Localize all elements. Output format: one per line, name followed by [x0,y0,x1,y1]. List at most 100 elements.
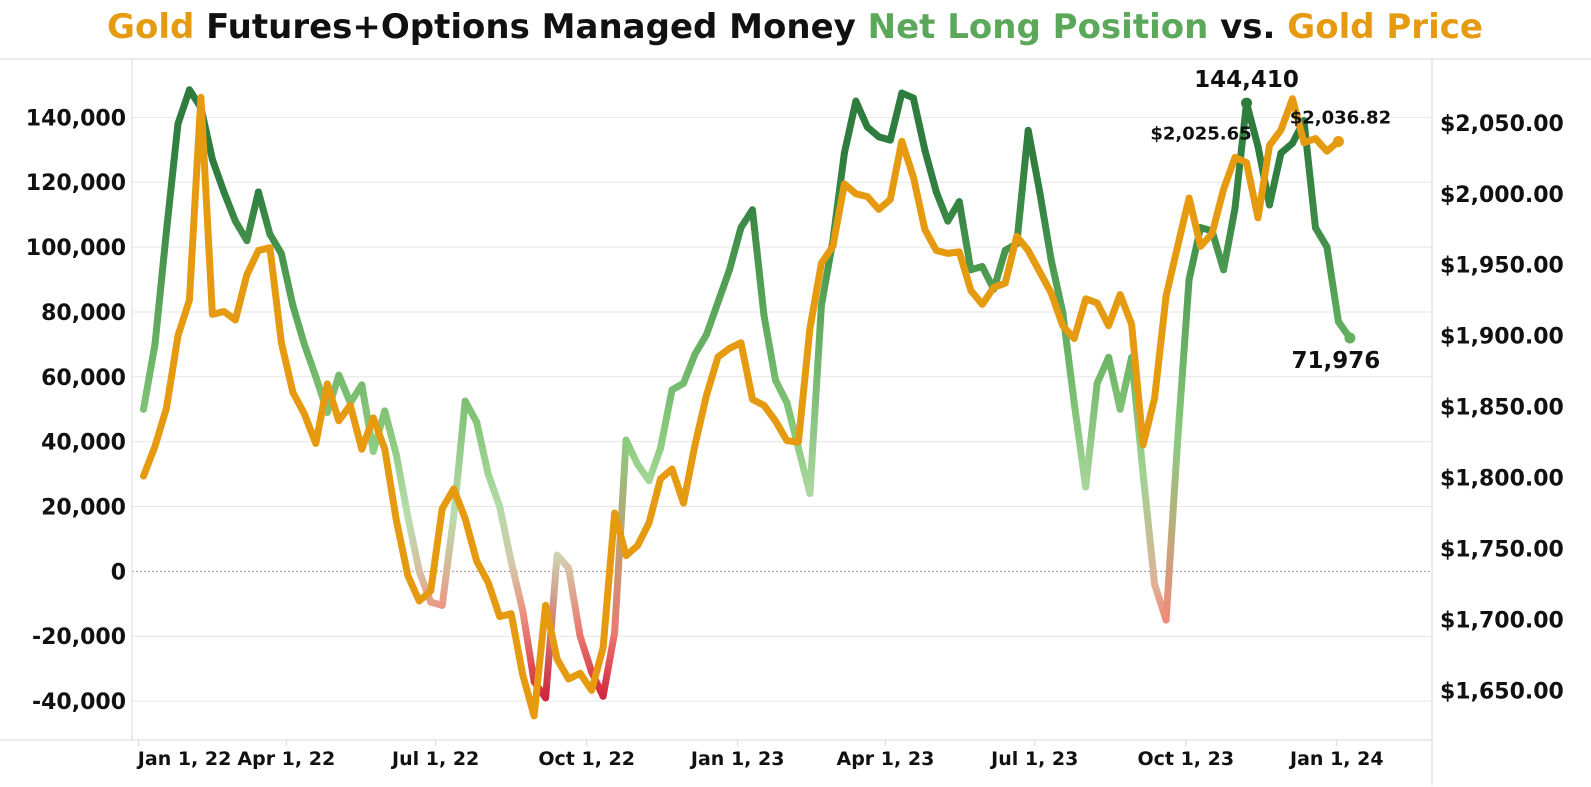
net-long-start-marker [139,405,147,413]
net-long-segment [657,386,676,452]
right-tick-label: $1,950.00 [1440,254,1564,279]
net-long-segment [771,376,791,407]
net-long-segment [208,156,228,196]
net-long-segment [909,94,929,154]
right-tick-label: $1,800.00 [1440,467,1564,492]
right-tick-label: $1,850.00 [1440,396,1564,421]
net-long-segment [1243,99,1262,151]
net-long-segment [990,246,1009,293]
net-long-segment [565,564,584,640]
net-long-segment [243,188,262,245]
net-long-segment [932,188,952,225]
title-gold: Gold [107,7,194,47]
title-middle: Futures+Options Managed Money [194,7,867,47]
series-layer [139,86,1356,720]
x-tick-label: Jul 1, 23 [989,748,1078,770]
title-gold-price: Gold Price [1287,7,1483,47]
net-long-segment [645,444,665,485]
left-tick-label: -20,000 [32,625,126,650]
net-long-segment [921,146,940,196]
net-long-segment [335,371,354,407]
net-long-segment [806,301,825,498]
right-tick-label: $1,650.00 [1440,679,1564,704]
net-long-segment [162,120,182,235]
net-long-segment [220,188,239,225]
net-long-segment [748,206,768,319]
net-long-segment [496,503,515,566]
net-long-segment [277,250,297,309]
x-tick-label: Jan 1, 24 [1288,748,1384,770]
title-vs: vs. [1208,7,1287,47]
net-long-segment [151,227,170,348]
net-long-segment [358,381,377,455]
net-long-segment [955,198,975,274]
data-label: 144,410 [1194,67,1299,93]
net-long-segment [1082,379,1101,491]
x-tick-label: Apr 1, 23 [837,748,935,770]
net-long-segment [1024,126,1044,196]
gold-price-end-marker [1332,136,1344,148]
net-long-segment [1047,256,1067,316]
net-long-segment [1105,353,1124,413]
net-long-segment [1266,149,1285,209]
net-long-marker [1241,97,1253,109]
net-long-segment [519,606,538,686]
net-long-segment [680,350,699,387]
left-tick-label: 40,000 [41,431,126,456]
net-long-segment [266,230,285,258]
annotation-layer: 144,410 71,976 $2,025.65 $2,036.82 [1150,67,1391,374]
net-long-segment [1174,276,1193,446]
data-label: $2,025.65 [1150,123,1251,144]
net-long-segment [702,298,722,339]
net-long-segment [381,407,400,459]
net-long-segment [1013,126,1032,248]
net-long-segment [852,97,871,131]
net-long-segment [438,512,458,609]
left-tick-label: 0 [111,560,126,585]
net-long-segment [1220,204,1239,274]
net-long-segment [886,89,906,144]
x-tick-label: Oct 1, 22 [538,748,635,770]
right-tick-label: $1,700.00 [1440,608,1564,633]
net-long-segment [599,629,619,700]
net-long-segment [461,397,481,426]
svg-text:Gold Futures+Options Managed M: Gold Futures+Options Managed Money Net L… [107,7,1483,47]
left-tick-label: 60,000 [41,366,126,391]
net-long-segment [622,436,642,468]
left-tick-label: 140,000 [26,106,126,131]
net-long-segment [1162,438,1182,624]
net-long-segment [404,512,423,575]
net-long-segment [300,340,320,381]
data-label: $2,036.82 [1290,108,1391,129]
net-long-segment [691,331,710,358]
left-tick-label: 120,000 [26,171,126,196]
title-net-long: Net Long Position [868,7,1209,47]
net-long-segment [1311,224,1331,251]
net-long-segment [1139,470,1159,588]
net-long-segment [139,340,159,413]
net-long-segment [760,311,779,384]
gold-price-line [140,93,1342,720]
net-long-segment [840,97,860,157]
net-long-segment [507,558,527,614]
x-tick-label: Oct 1, 23 [1137,748,1234,770]
net-long-segment [1323,243,1342,326]
net-long-segment [576,632,596,676]
net-long-segment [1036,188,1055,264]
x-tick-label: Jul 1, 22 [390,748,479,770]
net-long-segment [254,188,274,238]
net-long-segment [1231,99,1251,212]
net-long-segment [725,224,745,274]
net-long-segment [484,470,504,511]
right-tick-label: $2,000.00 [1440,183,1564,208]
left-tick-label: 20,000 [41,496,126,521]
right-tick-label: $1,750.00 [1440,537,1564,562]
grid-layer [132,116,1432,702]
right-tick-label: $1,900.00 [1440,325,1564,350]
net-long-marker [1344,332,1356,344]
x-tick-label: Jan 1, 22 [136,748,232,770]
x-tick-label: Jan 1, 23 [689,748,785,770]
left-tick-label: 80,000 [41,301,126,326]
